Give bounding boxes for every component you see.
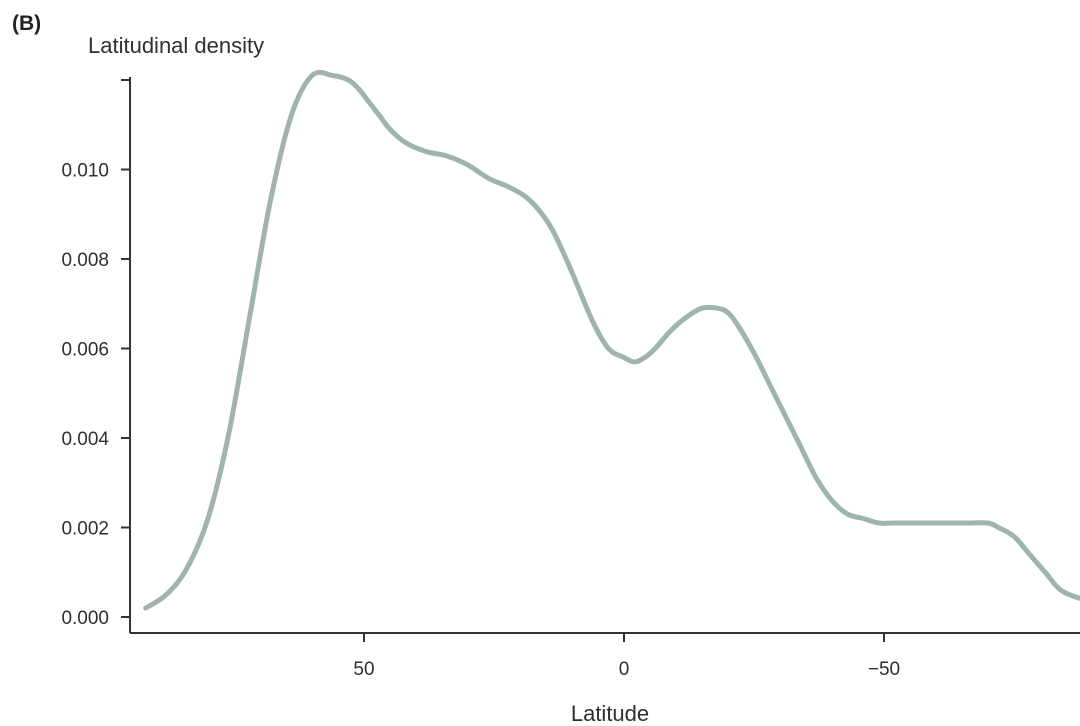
x-tick-label: −50 bbox=[868, 659, 900, 680]
x-tick-label: 50 bbox=[353, 659, 374, 680]
density-series-line bbox=[143, 69, 1080, 611]
x-tick-label: 0 bbox=[619, 659, 630, 680]
y-tick-label: 0.004 bbox=[61, 429, 109, 450]
panel-label: (B) bbox=[12, 12, 41, 35]
x-axis-title: Latitude bbox=[571, 701, 649, 726]
x-axis-ticks: 50 0 −50 bbox=[353, 633, 900, 680]
y-tick-label: 0.000 bbox=[61, 608, 109, 629]
y-tick-label: 0.002 bbox=[61, 519, 109, 540]
y-tick-label: 0.008 bbox=[61, 250, 109, 271]
y-axis-title: Latitudinal density bbox=[88, 33, 264, 58]
y-tick-label: 0.006 bbox=[61, 340, 109, 361]
y-tick-label: 0.010 bbox=[61, 161, 109, 182]
y-axis-ticks: 0.000 0.002 0.004 0.006 0.008 0.010 bbox=[61, 79, 130, 629]
